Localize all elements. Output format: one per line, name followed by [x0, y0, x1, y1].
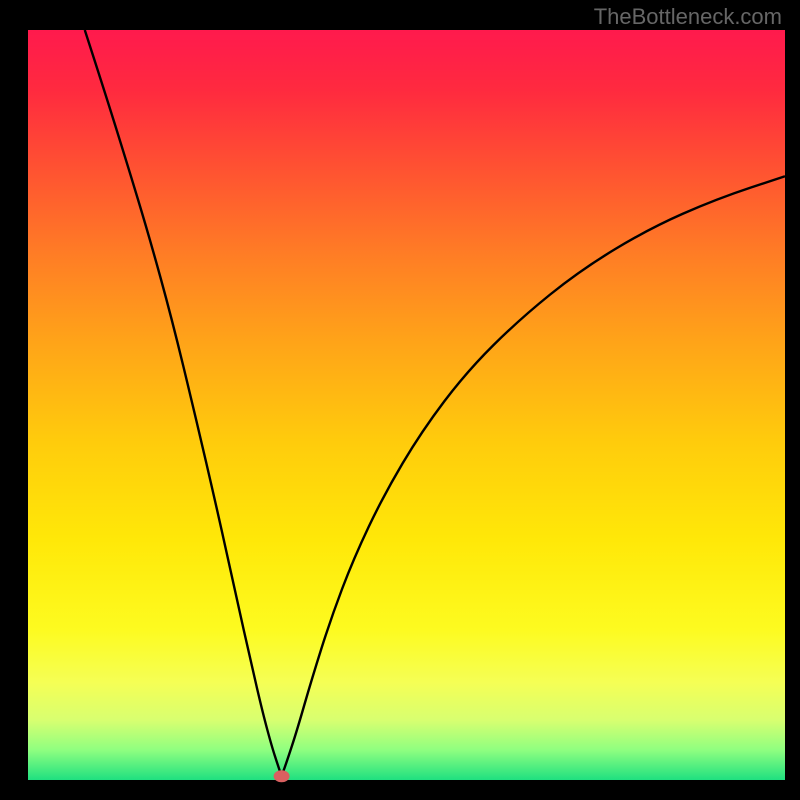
watermark-label: TheBottleneck.com	[594, 4, 782, 30]
optimal-point-marker	[274, 770, 290, 782]
chart-plot-area	[28, 30, 785, 780]
chart-container: TheBottleneck.com	[0, 0, 800, 800]
bottleneck-chart	[0, 0, 800, 800]
